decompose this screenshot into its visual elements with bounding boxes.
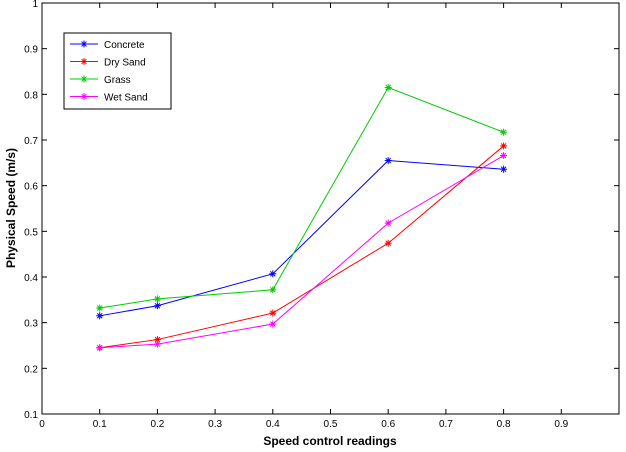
- asterisk-marker: [80, 93, 88, 100]
- data-point-concrete: [96, 312, 104, 320]
- data-point-concrete: [153, 302, 161, 310]
- x-tick-label: 0.2: [150, 419, 164, 430]
- data-point-wet-sand: [153, 340, 161, 348]
- data-point-dry-sand: [384, 239, 392, 247]
- legend-item-wet-sand: Wet Sand: [70, 93, 148, 104]
- asterisk-marker: [80, 75, 88, 83]
- x-axis-label: Speed control readings: [263, 434, 397, 448]
- y-tick-label: 0.1: [24, 410, 38, 421]
- data-point-concrete: [384, 157, 392, 165]
- x-tick-label: 0.4: [266, 419, 280, 430]
- x-tick-label: 0.7: [439, 419, 453, 430]
- data-point-grass: [269, 286, 277, 294]
- legend-label: Grass: [104, 75, 131, 86]
- data-point-wet-sand: [384, 219, 392, 227]
- data-point-grass: [96, 304, 104, 312]
- data-point-dry-sand: [500, 142, 508, 150]
- x-tick-label: 0.6: [381, 419, 395, 430]
- x-axis-ticks: 0 0.1 0.2 0.3 0.4 0.5 0.6 0.7 0.8 0.9: [39, 3, 569, 430]
- data-point-concrete: [269, 270, 277, 278]
- x-tick-label: 0.5: [324, 419, 338, 430]
- x-tick-label: 0.8: [497, 419, 511, 430]
- data-point-wet-sand: [96, 344, 104, 352]
- data-point-grass: [153, 295, 161, 303]
- series-layer: [96, 83, 508, 352]
- data-point-grass: [500, 128, 508, 136]
- legend: Concrete Dry Sand Grass Wet Sand: [63, 32, 172, 110]
- data-point-wet-sand: [500, 152, 508, 160]
- series-grass: [96, 83, 508, 312]
- legend-label: Wet Sand: [104, 93, 148, 104]
- asterisk-marker: [80, 40, 88, 48]
- y-tick-label: 1: [32, 0, 38, 10]
- y-axis-label: Physical Speed (m/s): [4, 148, 18, 268]
- legend-item-concrete: Concrete: [70, 40, 145, 51]
- legend-item-grass: Grass: [70, 75, 131, 86]
- y-tick-label: 0.9: [24, 45, 38, 56]
- y-tick-label: 0.6: [24, 182, 38, 193]
- data-point-dry-sand: [153, 336, 161, 344]
- x-tick-label: 0.3: [208, 419, 222, 430]
- series-concrete: [96, 157, 508, 320]
- y-tick-label: 0.5: [24, 227, 38, 238]
- asterisk-marker: [80, 58, 88, 65]
- y-tick-label: 0.8: [24, 90, 38, 101]
- data-point-grass: [384, 83, 392, 91]
- y-axis-ticks: 0.1 0.2 0.3 0.4 0.5 0.6 0.7 0.8 0.9 1: [24, 0, 619, 421]
- series-wet-sand: [96, 152, 508, 352]
- legend-label: Dry Sand: [104, 58, 146, 69]
- data-point-concrete: [500, 165, 508, 173]
- data-point-wet-sand: [269, 320, 277, 328]
- y-tick-label: 0.2: [24, 364, 38, 375]
- y-tick-label: 0.4: [24, 273, 38, 284]
- legend-label: Concrete: [104, 40, 145, 51]
- x-tick-label: 0.1: [93, 419, 107, 430]
- x-tick-label: 0: [39, 419, 45, 430]
- x-tick-label: 0.9: [554, 419, 568, 430]
- y-tick-label: 0.7: [24, 136, 38, 147]
- legend-item-dry-sand: Dry Sand: [70, 58, 146, 69]
- y-tick-label: 0.3: [24, 319, 38, 330]
- data-point-dry-sand: [269, 309, 277, 317]
